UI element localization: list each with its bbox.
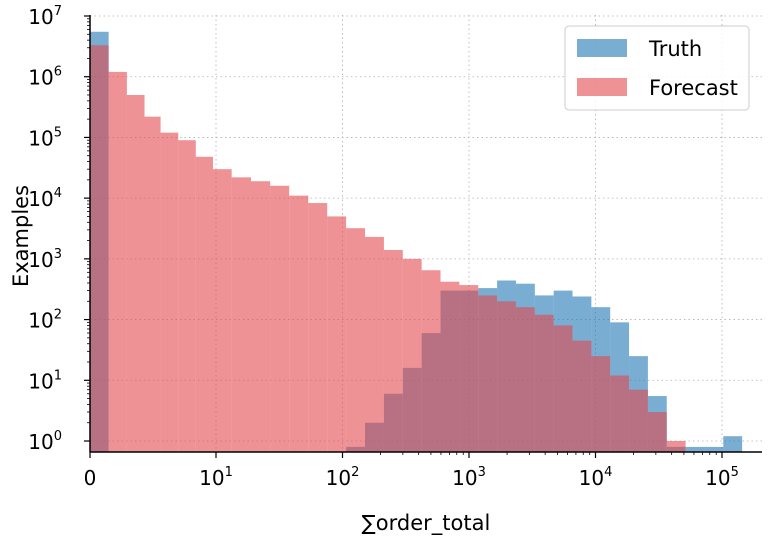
forecast-bar [308, 203, 328, 452]
y-tick-label: 102 [28, 308, 62, 333]
forecast-bar [383, 249, 403, 452]
truth-bar [723, 436, 743, 452]
legend-label-forecast: Forecast [649, 76, 738, 100]
x-axis-ticks: 0 101 102 103 104 105 [84, 452, 739, 490]
y-tick-label: 100 [28, 429, 62, 454]
forecast-bar [231, 177, 251, 452]
forecast-bar [160, 132, 179, 452]
y-tick-label: 105 [28, 125, 62, 150]
forecast-bar [647, 412, 667, 452]
forecast-bar [402, 258, 422, 452]
forecast-bar [289, 195, 309, 452]
forecast-bar [178, 140, 196, 452]
forecast-bar [270, 185, 290, 452]
forecast-bar [346, 228, 366, 452]
forecast-bar [108, 71, 127, 452]
truth-bar [704, 446, 724, 452]
axes [89, 15, 762, 453]
x-tick-label: 101 [199, 465, 233, 490]
forecast-bar [126, 94, 145, 453]
y-axis-title: Examples [9, 185, 33, 287]
legend-swatch-forecast [577, 78, 627, 96]
x-tick-label: 102 [326, 465, 360, 490]
y-tick-label: 103 [28, 247, 62, 272]
forecast-bar [497, 301, 516, 452]
forecast-bar [440, 281, 460, 452]
forecast-bar [459, 285, 479, 452]
forecast-bars [90, 45, 686, 453]
y-tick-label: 107 [28, 4, 62, 29]
legend-swatch-truth [577, 39, 627, 57]
y-tick-label: 101 [28, 368, 62, 393]
forecast-bar [365, 236, 384, 452]
x-tick-label: 103 [452, 465, 486, 490]
forecast-bar [212, 169, 232, 452]
forecast-bar [478, 295, 498, 452]
forecast-bar [144, 116, 161, 453]
y-tick-label: 106 [28, 65, 62, 90]
legend-label-truth: Truth [648, 37, 702, 61]
forecast-bar [629, 389, 648, 452]
forecast-bar [572, 340, 592, 452]
forecast-bar [534, 314, 554, 452]
forecast-bar [610, 375, 630, 452]
forecast-bar [553, 325, 573, 452]
forecast-bar [195, 156, 213, 452]
x-axis-title: ∑order_total [362, 511, 491, 536]
forecast-bar [90, 45, 109, 452]
forecast-bar [666, 441, 686, 452]
x-tick-label: 104 [579, 465, 613, 490]
y-axis-ticks: 100 101 102 103 104 105 106 107 [28, 4, 90, 454]
forecast-bar [327, 216, 347, 452]
truth-bar [685, 446, 705, 452]
x-tick-label: 105 [705, 465, 739, 490]
forecast-bar [421, 270, 441, 452]
legend: Truth Forecast [564, 25, 750, 111]
forecast-bar [250, 181, 271, 452]
forecast-bar [591, 356, 611, 452]
forecast-bar [515, 307, 535, 452]
x-tick-label: 0 [84, 466, 97, 490]
y-tick-label: 104 [28, 186, 62, 211]
